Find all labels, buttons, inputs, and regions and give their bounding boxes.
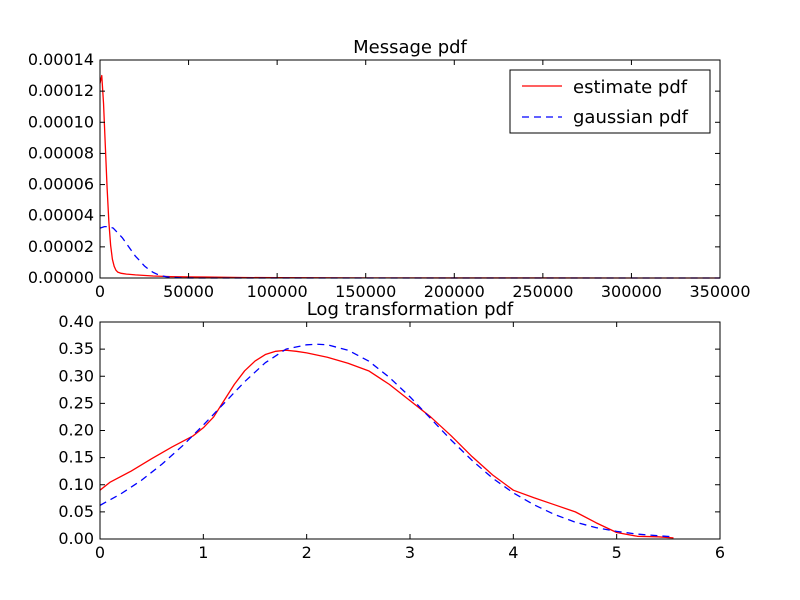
- x-tick-label: 5: [612, 543, 622, 562]
- gaussian-pdf-line: [99, 225, 720, 279]
- log-transformation-pdf-panel: Log transformation pdf 0 1 2 3 4 5 6 0.00 0.05 0.…: [58, 299, 725, 562]
- legend-box: [509, 69, 711, 134]
- y-tick-label: 0.15: [58, 448, 94, 467]
- x-tick-label: 2: [302, 543, 312, 562]
- y-tick-label: 0.00: [58, 529, 94, 548]
- y-tick-label: 0.00006: [28, 175, 94, 194]
- x-tick-label: 100000: [247, 282, 308, 301]
- y-tick-label: 0.00002: [28, 237, 94, 256]
- x-tick-label: 3: [405, 543, 415, 562]
- y-tick-label: 0.05: [58, 502, 94, 521]
- y-tick-label: 0.00008: [28, 143, 94, 162]
- y-tick-label: 0.00014: [28, 50, 94, 69]
- legend: estimate pdf gaussian pdf: [509, 69, 711, 134]
- y-tick-label: 0.00012: [28, 81, 94, 100]
- x-tick-label: 0: [95, 543, 105, 562]
- x-tick-label: 250000: [512, 282, 573, 301]
- x-tick-label: 50000: [163, 282, 214, 301]
- y-tick-label: 0.35: [58, 339, 94, 358]
- plot-frame: [99, 59, 721, 279]
- y-tick-label: 0.00000: [28, 268, 94, 287]
- x-tick-label: 0: [95, 282, 105, 301]
- series-lines: [99, 343, 674, 539]
- chart-title: Log transformation pdf: [307, 299, 514, 320]
- axis-ticks: 0 1 2 3 4 5 6 0.00 0.05 0.10 0.15 0.20 0.25 0.30 0.35 0…: [58, 312, 725, 562]
- y-tick-label: 0.30: [58, 366, 94, 385]
- y-tick-label: 0.00010: [28, 112, 94, 131]
- estimate-pdf-line: [99, 349, 674, 539]
- axis-ticks: 0 50000 100000 150000 200000 250000 300000 3500…: [28, 50, 751, 301]
- x-tick-label: 350000: [689, 282, 750, 301]
- x-tick-label: 4: [508, 543, 518, 562]
- legend-label-gaussian: gaussian pdf: [573, 107, 689, 128]
- message-pdf-panel: Message pdf 0 50000 100000 150000 200000 2500…: [28, 37, 751, 301]
- y-tick-label: 0.20: [58, 421, 94, 440]
- gaussian-pdf-line: [99, 343, 674, 538]
- x-tick-label: 300000: [601, 282, 662, 301]
- y-tick-label: 0.00004: [28, 206, 94, 225]
- y-tick-label: 0.10: [58, 475, 94, 494]
- y-tick-label: 0.40: [58, 312, 94, 331]
- y-tick-label: 0.25: [58, 393, 94, 412]
- x-tick-label: 1: [198, 543, 208, 562]
- chart-title: Message pdf: [353, 37, 467, 58]
- legend-label-estimate: estimate pdf: [573, 77, 688, 98]
- x-tick-label: 150000: [335, 282, 396, 301]
- plot-frame: [99, 321, 721, 540]
- x-tick-label: 6: [715, 543, 725, 562]
- x-tick-label: 200000: [424, 282, 485, 301]
